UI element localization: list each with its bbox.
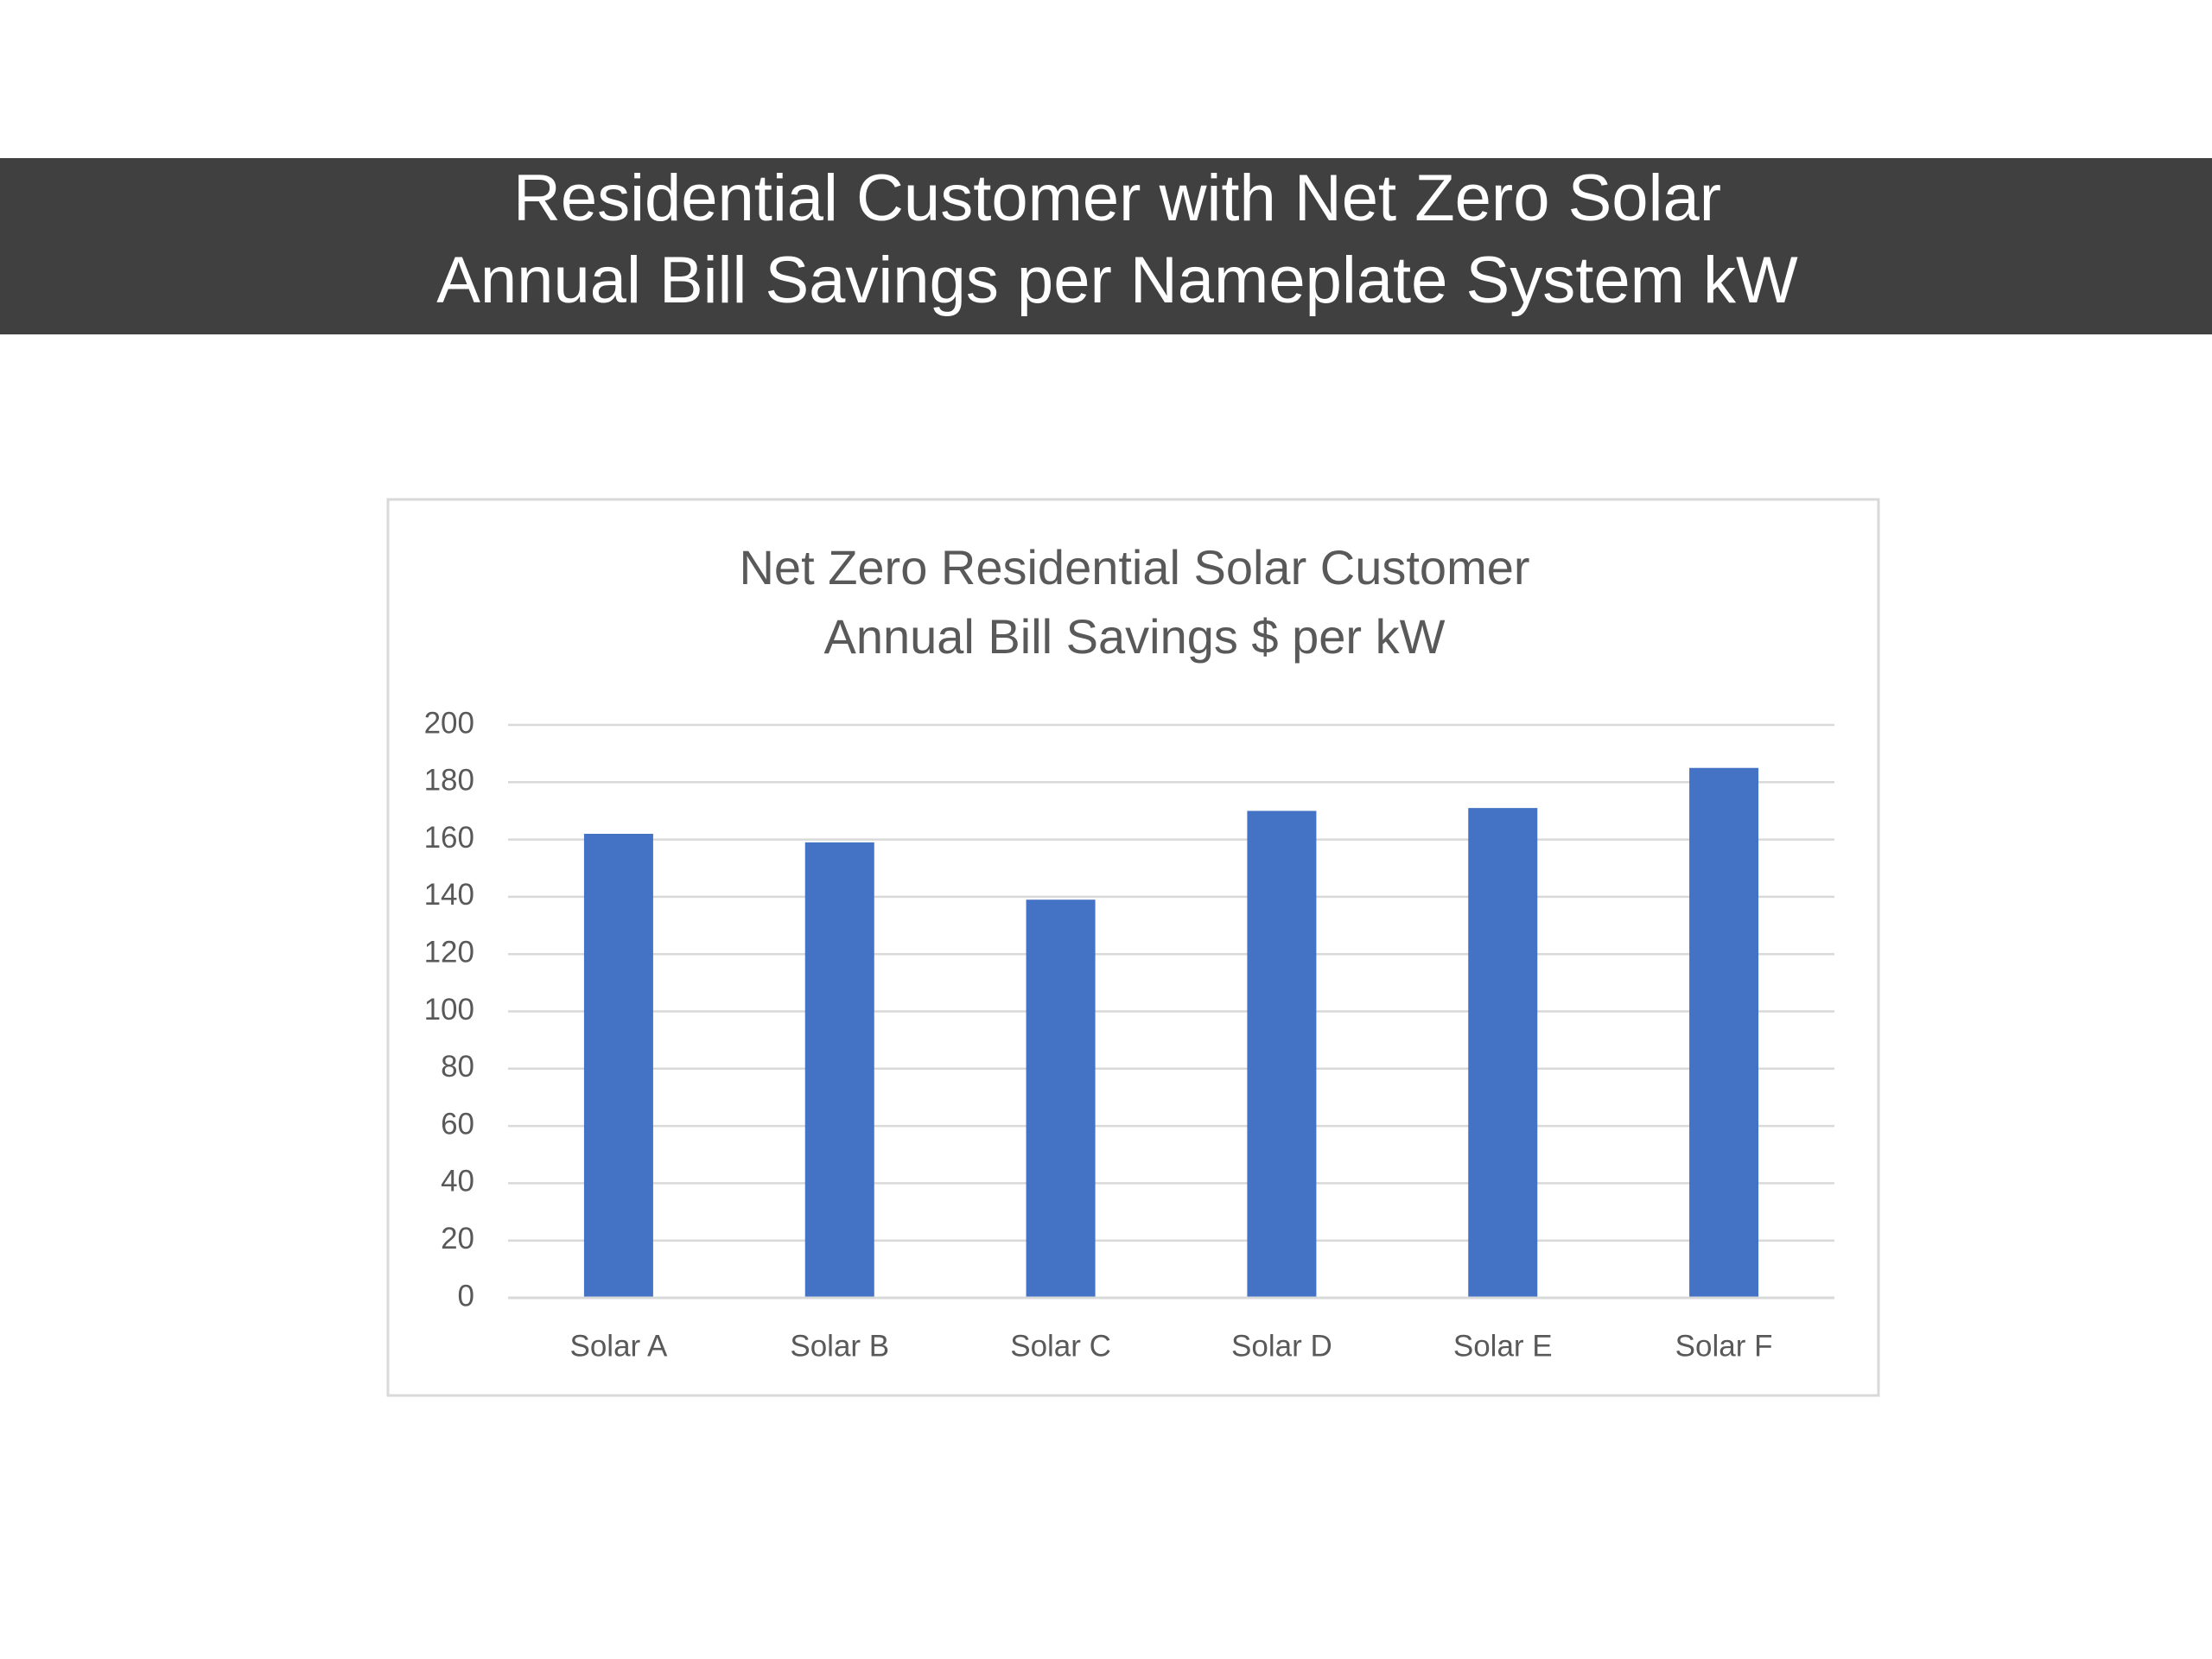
bar	[1247, 810, 1317, 1298]
x-tick-label: Solar F	[1675, 1329, 1773, 1363]
x-tick-label: Solar D	[1231, 1329, 1332, 1363]
x-tick-label: Solar B	[790, 1329, 889, 1363]
y-tick-label: 40	[441, 1165, 474, 1198]
y-tick-label: 180	[424, 764, 474, 798]
bar	[583, 833, 653, 1298]
y-tick-label: 80	[441, 1050, 474, 1084]
chart-title: Annual Bill Savings $ per kW	[823, 609, 1445, 664]
y-tick-label: 20	[441, 1222, 474, 1255]
chart-title: Net Zero Residential Solar Customer	[739, 540, 1529, 594]
x-tick-label: Solar A	[569, 1329, 667, 1363]
y-tick-label: 140	[424, 878, 474, 912]
header-title: Residential Customer with Net Zero Solar	[513, 162, 1721, 235]
header-banner	[0, 158, 2212, 334]
x-tick-label: Solar E	[1453, 1329, 1553, 1363]
bar	[1026, 899, 1096, 1298]
bar	[1689, 767, 1759, 1298]
y-tick-label: 100	[424, 993, 474, 1027]
x-tick-label: Solar C	[1010, 1329, 1111, 1363]
y-tick-label: 160	[424, 821, 474, 855]
header-title: Annual Bill Savings per Nameplate System…	[436, 244, 1798, 317]
y-tick-label: 0	[458, 1279, 474, 1313]
bar	[1468, 808, 1538, 1298]
y-tick-label: 200	[424, 706, 474, 740]
y-tick-label: 120	[424, 935, 474, 969]
y-tick-label: 60	[441, 1107, 474, 1141]
bar	[804, 842, 874, 1298]
